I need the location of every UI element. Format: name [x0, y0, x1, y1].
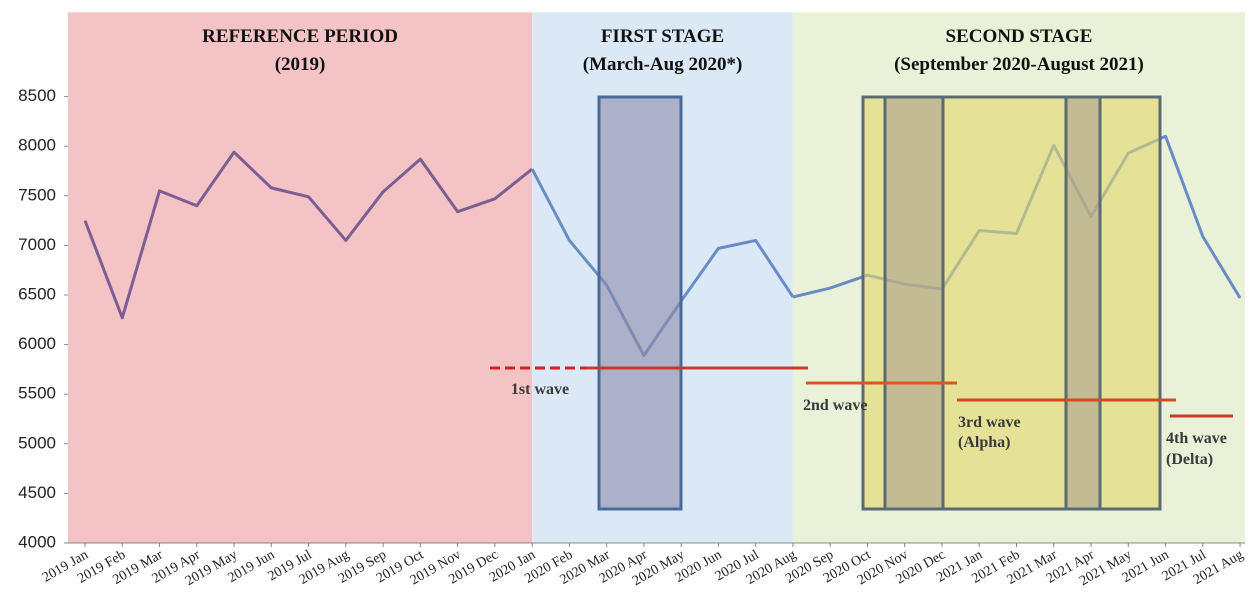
box: [1064, 95, 1102, 511]
data-line: [83, 150, 534, 320]
y-tick-label: 4000: [18, 532, 56, 551]
period-region: [68, 12, 533, 543]
annotation: 4th wave: [1166, 430, 1227, 447]
y-tick-label: 4500: [18, 483, 56, 502]
period-title: SECOND STAGE: [946, 26, 1093, 47]
wave-lines: [490, 366, 1233, 418]
period-subtitle: (March-Aug 2020*): [583, 54, 743, 75]
box: [883, 95, 945, 511]
annotation: (Delta): [1166, 451, 1213, 468]
annotation: 1st wave: [511, 381, 569, 398]
box: [597, 95, 683, 511]
y-tick-label: 6000: [18, 334, 56, 353]
y-tick-label: 5500: [18, 384, 56, 403]
y-tick-label: 8000: [18, 136, 56, 155]
annotation: 2nd wave: [803, 397, 867, 414]
y-tick-label: 7000: [18, 235, 56, 254]
period-subtitle: (2019): [275, 54, 326, 75]
y-tick-label: 6500: [18, 284, 56, 303]
annotation: 3rd wave: [958, 414, 1021, 431]
y-tick-label: 5000: [18, 433, 56, 452]
period-title: FIRST STAGE: [601, 26, 724, 47]
highlight-boxes: [597, 95, 1162, 511]
annotations: 1st wave 2nd wave 3rd wave (Alpha) 4th w…: [511, 381, 1227, 468]
y-tick-label: 7500: [18, 185, 56, 204]
annotation: (Alpha): [958, 434, 1010, 451]
period-title: REFERENCE PERIOD: [202, 26, 398, 47]
y-tick-label: 8500: [18, 86, 56, 105]
period-subtitle: (September 2020-August 2021): [894, 54, 1144, 75]
